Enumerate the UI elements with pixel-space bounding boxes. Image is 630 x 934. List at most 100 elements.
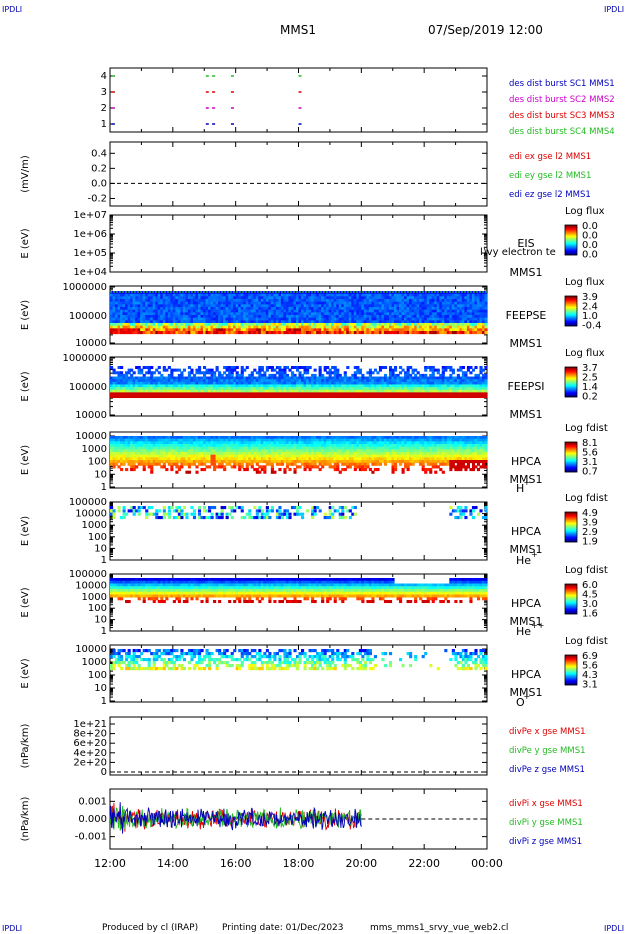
spectro-cell — [461, 392, 465, 396]
spectro-cell — [280, 299, 285, 303]
spectro-cell — [285, 395, 290, 399]
spectro-cell — [378, 325, 383, 329]
spectro-cell — [341, 384, 345, 388]
spectro-cell — [459, 366, 463, 370]
spectro-cell — [328, 392, 332, 396]
spectro-cell — [333, 299, 337, 303]
spectro-cell — [135, 299, 139, 303]
spectro-cell — [147, 436, 151, 440]
spectro-cell — [253, 381, 257, 385]
spectro-cell — [301, 392, 305, 396]
spectro-cell — [130, 444, 134, 448]
spectro-cell — [421, 328, 425, 332]
spectro-cell — [150, 436, 154, 440]
spectro-cell — [250, 320, 254, 324]
spectro-cell — [391, 392, 395, 396]
spectro-cell — [441, 320, 445, 324]
spectro-cell — [459, 296, 463, 300]
spectro-cell — [218, 299, 222, 303]
spectro-cell — [150, 325, 154, 329]
spectro-cell — [202, 293, 207, 297]
spectro-cell — [346, 304, 350, 308]
spectro-cell — [273, 387, 277, 391]
spectro-cell — [368, 379, 372, 383]
colorbar-segment — [565, 250, 577, 252]
spectro-cell — [414, 291, 418, 295]
spectro-cell — [248, 376, 252, 380]
spectro-cell — [130, 379, 134, 383]
spectro-cell — [318, 323, 322, 327]
spectro-cell — [260, 368, 264, 372]
spectro-cell — [205, 368, 209, 372]
spectro-cell — [298, 304, 302, 308]
spectro-cell — [316, 304, 320, 308]
spectro-cell — [175, 441, 179, 445]
spectro-cell — [298, 328, 302, 332]
spectro-cell — [122, 389, 126, 393]
spectro-cell — [112, 309, 116, 313]
spectro-cell — [311, 325, 315, 329]
spectro-cell — [152, 389, 156, 393]
spectro-cell — [248, 381, 252, 385]
spectro-cell — [399, 384, 403, 388]
spectro-cell — [363, 323, 367, 327]
spectro-cell — [197, 384, 202, 388]
spectro-cell — [175, 328, 179, 332]
spectro-cell — [283, 301, 287, 305]
spectro-cell — [471, 304, 476, 308]
spectro-cell — [311, 323, 315, 327]
colorbar-segment — [565, 310, 577, 312]
spectro-cell — [172, 307, 176, 311]
spectro-cell — [182, 323, 186, 327]
spectro-cell — [192, 379, 197, 383]
spectro-cell — [358, 387, 362, 391]
spectro-cell — [401, 389, 405, 393]
spectro-cell — [280, 301, 285, 305]
spectro-cell — [484, 395, 488, 399]
spectro-cell — [115, 299, 119, 303]
spectro-cell — [182, 381, 186, 385]
spectro-cell — [218, 457, 222, 461]
spectro-cell — [177, 460, 181, 464]
spectro-cell — [177, 379, 181, 383]
spectro-cell — [228, 312, 232, 316]
spectro-cell — [187, 379, 192, 383]
spectro-cell — [331, 371, 335, 375]
spectro-cell — [200, 307, 204, 311]
spectro-cell — [409, 384, 413, 388]
spectro-cell — [366, 371, 370, 375]
spectro-cell — [456, 392, 460, 396]
spectro-cell — [245, 379, 249, 383]
spectro-cell — [479, 395, 483, 399]
spectro-cell — [185, 376, 189, 380]
spectro-cell — [333, 384, 337, 388]
spectro-cell — [414, 389, 418, 393]
spectro-cell — [429, 331, 433, 335]
spectro-cell — [343, 392, 347, 396]
spectro-cell — [434, 381, 438, 385]
spectro-cell — [306, 389, 310, 393]
spectro-cell — [195, 293, 199, 297]
spectro-cell — [336, 291, 340, 295]
spectro-cell — [351, 381, 355, 385]
spectro-cell — [411, 379, 415, 383]
spectro-cell — [336, 296, 340, 300]
spectro-cell — [192, 293, 197, 297]
spectro-cell — [386, 387, 390, 391]
spectro-cell — [197, 315, 202, 319]
spectro-cell — [391, 307, 395, 311]
spectro-cell — [323, 312, 327, 316]
spectro-cell — [386, 299, 390, 303]
spectro-cell — [215, 315, 219, 319]
spectro-cell — [451, 384, 455, 388]
spectro-cell — [303, 371, 307, 375]
spectro-cell — [288, 387, 292, 391]
spectro-cell — [401, 312, 405, 316]
spectro-cell — [361, 307, 365, 311]
spectro-cell — [471, 387, 476, 391]
spectro-cell — [132, 444, 136, 448]
spectro-cell — [152, 309, 156, 313]
spectro-cell — [223, 452, 227, 456]
spectro-cell — [162, 379, 166, 383]
spectro-cell — [122, 309, 126, 313]
